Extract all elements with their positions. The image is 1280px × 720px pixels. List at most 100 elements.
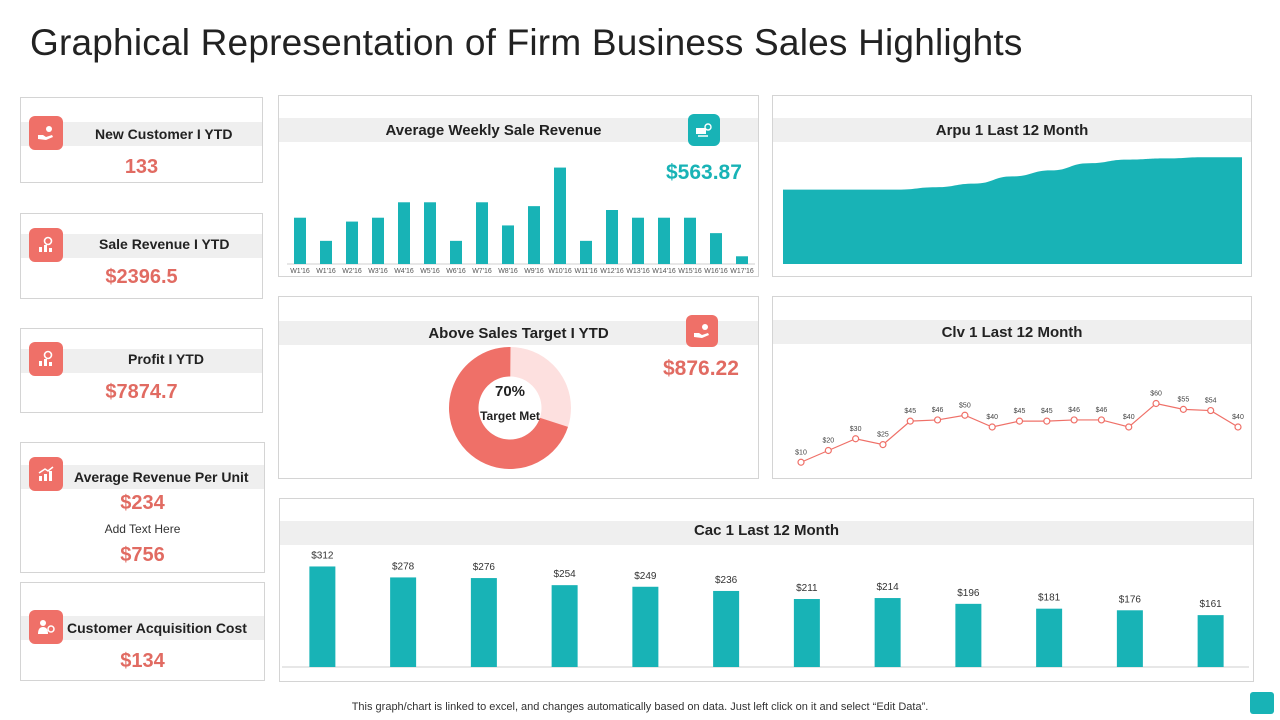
data-label: $236 (715, 575, 738, 586)
data-label: $196 (957, 588, 980, 599)
data-point (1097, 416, 1106, 424)
tick-label: W4'16 (394, 268, 414, 275)
bar (294, 217, 306, 264)
donut-center-sublabel: Target Met (480, 409, 540, 423)
tick-label: W13'16 (626, 268, 650, 275)
data-label: $50 (959, 402, 971, 409)
data-label: $54 (1205, 398, 1217, 405)
bar (424, 202, 436, 264)
data-point (906, 417, 914, 425)
bar (874, 598, 901, 667)
data-label: $214 (877, 582, 900, 593)
data-point (1152, 399, 1160, 408)
corner-marker (1250, 692, 1274, 714)
bar (955, 603, 982, 667)
tick-label: W1'16 (316, 268, 336, 275)
data-label: $181 (1038, 593, 1061, 604)
bar (476, 202, 488, 264)
data-point (797, 458, 805, 466)
hand-coin-icon (29, 116, 63, 150)
bar (309, 566, 336, 667)
data-label: $20 (822, 438, 834, 445)
data-label: $55 (1178, 396, 1190, 403)
bar (551, 585, 578, 667)
data-point (1179, 405, 1187, 413)
data-label: $45 (1041, 408, 1053, 415)
bar (632, 586, 659, 667)
gear-chart-icon (29, 342, 63, 376)
above-target-value: $876.22 (663, 357, 739, 380)
bar (1197, 615, 1224, 667)
panel-above-sales-target: Above Sales Target I YTD $876.22 70% Targ… (278, 296, 759, 479)
data-label: $254 (554, 569, 577, 580)
data-label: $176 (1119, 594, 1142, 605)
data-label: $312 (311, 550, 334, 561)
gear-chart-icon (29, 228, 63, 262)
bar (793, 599, 820, 667)
tick-label: W10'16 (548, 268, 572, 275)
data-label: $278 (392, 561, 415, 572)
tick-label: W2'16 (342, 268, 362, 275)
customer-coin-icon (29, 610, 63, 644)
area-series (783, 157, 1242, 264)
cac-bar-chart: $312 $278 $276 $254 $249 $236 $211 $214 $196 $181… (282, 550, 1249, 668)
clv-line-chart: $10 $20 $30 $25 $45 $46 $50 $40 $45 $45 $46 $46 $40 $… (795, 391, 1244, 466)
kpi-value: $2396.5 (105, 266, 178, 288)
placeholder-text: Add Text Here (104, 522, 181, 536)
target-donut-chart: 70% Target Met (449, 347, 571, 469)
weekly-bar-chart: W1'16 W1'16 W2'16 W3'16 W4'16 W5'16 W6'16 W7'16… (287, 167, 755, 275)
tick-label: W12'16 (600, 268, 624, 275)
bar (502, 225, 514, 264)
bar (658, 217, 670, 264)
bar (1036, 608, 1063, 667)
donut-slice-target-met (449, 347, 571, 469)
bar (580, 240, 592, 264)
data-label: $46 (1068, 407, 1080, 414)
tick-label: W17'16 (730, 268, 754, 275)
chart-title: Cac 1 Last 12 Month (693, 522, 840, 539)
data-point (1234, 423, 1242, 431)
kpi-card-sale-revenue: Sale Revenue I YTD $2396.5 (20, 213, 263, 299)
tick-label: W15'16 (678, 268, 702, 275)
bar (554, 167, 566, 264)
panel-average-weekly-sale-revenue: Average Weekly Sale Revenue $563.87 W1'1… (278, 95, 759, 277)
data-point (961, 411, 969, 419)
tick-label: W11'16 (575, 268, 598, 275)
bar (710, 233, 722, 264)
bar (470, 578, 497, 667)
data-point (1043, 417, 1051, 425)
tick-label: W6'16 (446, 268, 466, 275)
tick-label: W3'16 (368, 268, 388, 275)
data-point (988, 423, 996, 431)
data-point (879, 441, 887, 449)
kpi-label: Customer Acquisition Cost (67, 620, 247, 636)
bar (1116, 610, 1143, 667)
tick-label: W8'16 (498, 268, 518, 275)
bar (736, 256, 748, 264)
data-label: $276 (473, 562, 496, 573)
kpi-label: Average Revenue Per Unit (74, 469, 249, 485)
footer-note: This graph/chart is linked to excel, and… (351, 701, 929, 713)
weekly-revenue-value: $563.87 (666, 161, 742, 184)
arpu-area-chart (783, 157, 1242, 264)
donut-hole (478, 376, 542, 440)
data-label: $161 (1200, 599, 1223, 610)
kpi-value: $7874.7 (105, 381, 178, 403)
data-point (1015, 417, 1024, 425)
kpi-card-profit: Profit I YTD $7874.7 (20, 328, 263, 413)
bar (684, 217, 696, 264)
data-point (852, 435, 860, 443)
hand-coin-icon (686, 315, 718, 347)
page-title: Graphical Representation of Firm Busines… (30, 22, 1023, 63)
data-label: $30 (850, 426, 862, 433)
bar (713, 590, 740, 667)
data-label: $45 (1014, 408, 1026, 415)
chart-title: Above Sales Target I YTD (428, 325, 609, 342)
growth-chart-icon (29, 457, 63, 491)
kpi-value: 133 (124, 156, 159, 178)
bar (450, 240, 462, 264)
bar (528, 206, 540, 264)
chart-title: Arpu 1 Last 12 Month (935, 122, 1089, 139)
data-point (1207, 406, 1215, 415)
tick-label: W1'16 (290, 268, 310, 275)
